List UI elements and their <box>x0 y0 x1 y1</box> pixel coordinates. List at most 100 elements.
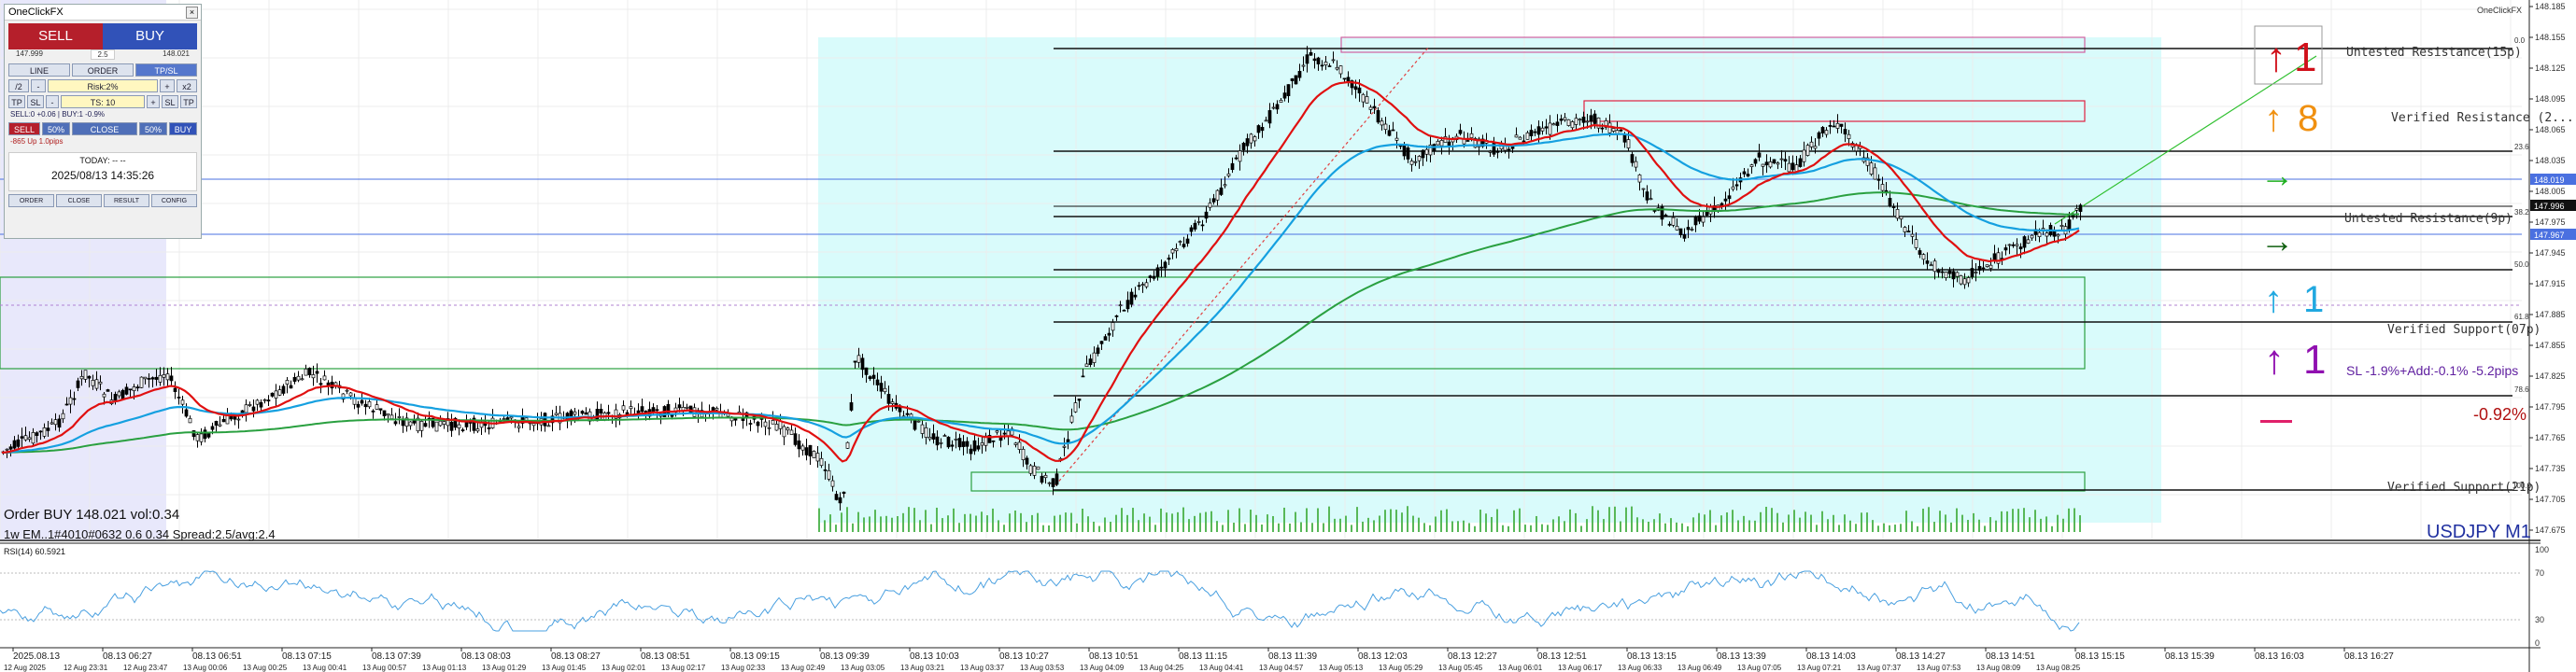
sl-toggle[interactable]: SL <box>27 95 44 108</box>
candle-body <box>1727 195 1732 200</box>
close-buy-button[interactable]: BUY <box>169 122 197 135</box>
candle-body <box>1783 159 1788 162</box>
ts-plus-button[interactable]: + <box>147 95 160 108</box>
volume-bar <box>1698 512 1700 532</box>
candle-body <box>1533 131 1537 133</box>
volume-bar <box>2068 508 2070 532</box>
risk-field[interactable]: Risk:2% <box>48 79 158 92</box>
tab-order[interactable]: ORDER <box>72 63 134 77</box>
candle-body <box>2022 236 2027 248</box>
tp-toggle[interactable]: TP <box>8 95 25 108</box>
lot-minus-button[interactable]: - <box>31 79 46 92</box>
volume-bar <box>2017 509 2019 532</box>
sl-toggle-right[interactable]: SL <box>162 95 178 108</box>
volume-bar <box>941 518 943 532</box>
candle-body <box>1891 206 1896 209</box>
volume-bar <box>1928 507 1930 532</box>
candle-body <box>871 374 876 379</box>
volume-bar <box>1917 525 1918 532</box>
close-buy-50-button[interactable]: 50% <box>139 122 167 135</box>
buy-button[interactable]: BUY <box>103 23 197 49</box>
lot-plus-button[interactable]: + <box>160 79 175 92</box>
candle-body <box>823 469 828 471</box>
sell-button[interactable]: SELL <box>8 23 103 49</box>
candle-body <box>120 389 125 399</box>
price-tick-label: 147.765 <box>2535 433 2566 442</box>
volume-bar <box>953 508 955 532</box>
candle-body <box>886 394 891 404</box>
candle-body <box>1365 96 1369 104</box>
signal-count-purple: 1 <box>2303 337 2326 383</box>
volume-bar <box>863 517 865 532</box>
close-icon[interactable]: × <box>186 7 198 19</box>
volume-bar <box>1978 519 1980 532</box>
candle-body <box>1088 358 1093 365</box>
panel-title: OneClickFX <box>5 5 201 21</box>
close-sell-button[interactable]: SELL <box>8 122 40 135</box>
tab-tpsl[interactable]: TP/SL <box>135 63 197 77</box>
candle-body <box>1357 87 1362 94</box>
ts-minus-button[interactable]: - <box>46 95 59 108</box>
footer-order-button[interactable]: ORDER <box>8 194 54 207</box>
candle-body <box>251 406 256 412</box>
candle-body <box>1563 117 1567 120</box>
candle-body <box>1581 117 1586 123</box>
candle-body <box>1309 52 1313 56</box>
candle-body <box>677 404 682 409</box>
candle-body <box>640 406 644 413</box>
volume-bar <box>1272 515 1274 532</box>
candle-body <box>1204 211 1209 219</box>
candle-body <box>1428 144 1433 156</box>
footer-config-button[interactable]: CONFIG <box>151 194 197 207</box>
candle-body <box>1764 161 1769 166</box>
candle-body <box>804 447 809 455</box>
fib-label-61: 61.8 <box>2514 313 2529 321</box>
time-label-bottom: 13 Aug 02:01 <box>602 664 646 672</box>
lot-div-button[interactable]: /2 <box>8 79 29 92</box>
zone-label-support-7: Verified Support(07p) <box>2387 323 2541 337</box>
candle-body <box>1529 130 1534 136</box>
candle-body <box>1174 248 1179 252</box>
volume-bar <box>1339 518 1341 532</box>
candle-body <box>879 383 884 392</box>
candle-body <box>296 375 301 381</box>
candle-body <box>812 451 816 458</box>
volume-bar <box>1227 510 1229 532</box>
candle-body <box>1645 191 1649 201</box>
volume-bar <box>1014 510 1016 532</box>
candle-body <box>1989 264 1993 269</box>
volume-bar <box>1491 516 1493 532</box>
candle-body <box>819 457 824 467</box>
time-label-top: 08.13 11:15 <box>1179 651 1228 662</box>
volume-bar <box>1311 523 1313 532</box>
lot-mult-button[interactable]: x2 <box>177 79 197 92</box>
candle-body <box>976 445 981 450</box>
tab-line[interactable]: LINE <box>8 63 70 77</box>
ts-field[interactable]: TS: 10 <box>61 95 145 108</box>
volume-bar <box>1524 525 1526 532</box>
candle-body <box>132 386 136 392</box>
candle-body <box>1189 227 1194 232</box>
close-sell-50-button[interactable]: 50% <box>42 122 70 135</box>
time-label-top: 08.13 15:15 <box>2075 651 2125 662</box>
candle-body <box>1096 347 1100 355</box>
time-axis: 2025.08.13 08.13 06:27 08.13 06:51 08.13 07… <box>4 648 2394 672</box>
tp-toggle-right[interactable]: TP <box>180 95 197 108</box>
ema-fast-line <box>1 80 2080 463</box>
candle-body <box>1338 65 1343 75</box>
close-all-button[interactable]: CLOSE <box>72 122 137 135</box>
bid-price-marker <box>2530 200 2576 211</box>
volume-bar <box>1210 511 1212 532</box>
volume-bar <box>986 515 988 532</box>
footer-result-button[interactable]: RESULT <box>104 194 149 207</box>
rsi-axis-0: 0 <box>2535 638 2540 648</box>
volume-bar <box>1580 525 1582 532</box>
candle-body <box>1114 315 1119 317</box>
candle-body <box>845 441 850 449</box>
candle-body <box>1518 136 1522 140</box>
volume-bar <box>925 510 927 532</box>
volume-bar <box>1900 524 1902 532</box>
candle-body <box>371 410 375 413</box>
footer-close-button[interactable]: CLOSE <box>56 194 102 207</box>
